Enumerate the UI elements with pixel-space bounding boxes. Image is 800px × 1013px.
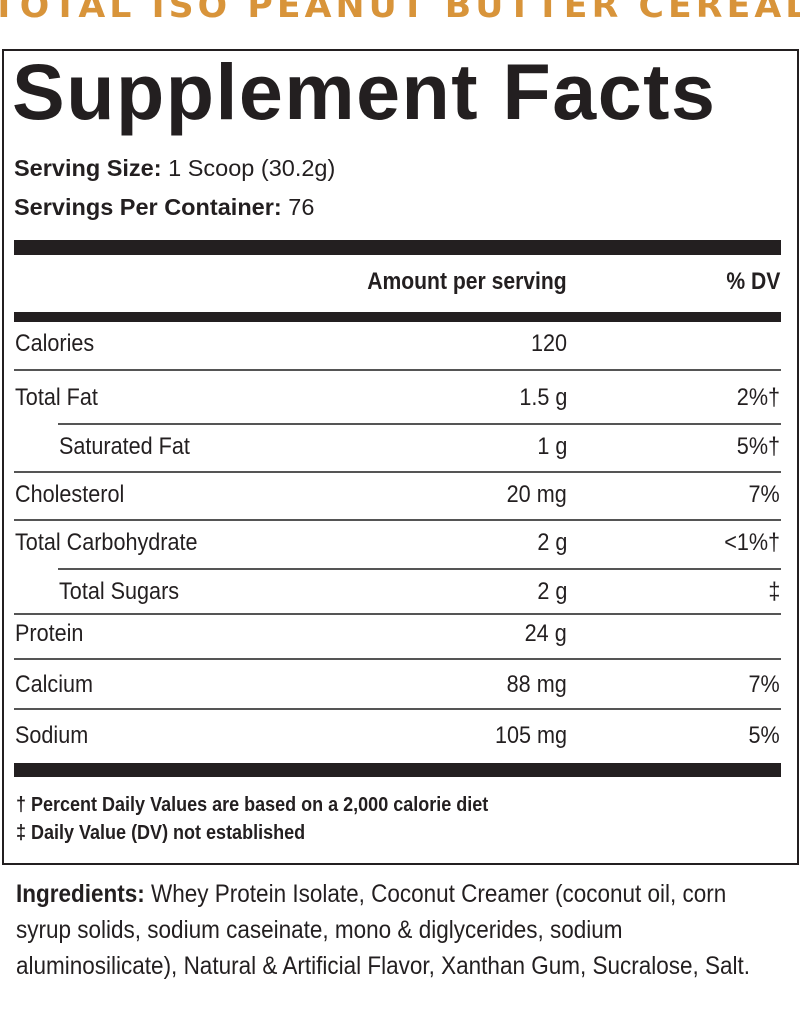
nutrient-label: Calories [15, 330, 95, 357]
nutrient-label: Calcium [15, 671, 94, 698]
nutrient-amount: 88 mg [506, 671, 567, 698]
footnote-dagger: † Percent Daily Values are based on a 2,… [16, 794, 489, 816]
servings-per-container-value: 76 [281, 194, 315, 220]
nutrient-dv: ‡ [767, 578, 780, 605]
nutrient-dv: <1%† [724, 529, 780, 556]
nutrient-dv: 7% [748, 481, 780, 508]
nutrient-amount: 2 g [536, 578, 567, 605]
nutrient-dv: 5% [748, 722, 780, 749]
nutrient-amount: 20 mg [506, 481, 567, 508]
servings-per-container-label: Servings Per Container: [14, 194, 282, 220]
thick-divider-bottom [14, 763, 781, 777]
nutrient-amount: 120 [530, 330, 567, 357]
row-divider [14, 658, 781, 660]
row-divider [14, 708, 781, 710]
nutrient-amount: 24 g [524, 620, 567, 647]
product-title: TOTAL ISO PEANUT BUTTER CEREAL [0, 0, 800, 26]
nutrient-label: Protein [15, 620, 84, 647]
nutrient-amount: 1.5 g [518, 384, 567, 411]
row-divider [14, 471, 781, 473]
nutrient-label: Sodium [15, 722, 89, 749]
nutrient-label-indented: Saturated Fat [59, 433, 190, 460]
nutrient-dv: 5%† [736, 433, 780, 460]
footnote-double-dagger: ‡ Daily Value (DV) not established [16, 822, 306, 844]
serving-size: Serving Size: 1 Scoop (30.2g) [14, 155, 336, 181]
nutrient-label-indented: Total Sugars [59, 578, 180, 605]
column-header-amount: Amount per serving [367, 268, 567, 295]
row-divider-indented [58, 423, 781, 425]
servings-per-container: Servings Per Container: 76 [14, 194, 315, 220]
facts-heading: Supplement Facts [12, 47, 717, 136]
serving-size-value: 1 Scoop (30.2g) [161, 155, 336, 181]
nutrient-dv: 7% [748, 671, 780, 698]
nutrient-dv: 2%† [736, 384, 780, 411]
ingredients-statement: Ingredients: Whey Protein Isolate, Cocon… [16, 876, 763, 984]
nutrient-label: Total Carbohydrate [15, 529, 198, 556]
nutrient-amount: 105 mg [494, 722, 567, 749]
row-divider [14, 613, 781, 615]
row-divider-indented [58, 568, 781, 570]
nutrient-amount: 2 g [536, 529, 567, 556]
nutrient-amount: 1 g [536, 433, 567, 460]
row-divider [14, 519, 781, 521]
ingredients-list: Whey Protein Isolate, Coconut Creamer (c… [16, 880, 751, 980]
ingredients-label: Ingredients: [16, 880, 145, 908]
thick-divider-top [14, 240, 781, 255]
nutrient-label: Cholesterol [15, 481, 125, 508]
thick-divider-header [14, 312, 781, 322]
row-divider [14, 369, 781, 371]
serving-size-label: Serving Size: [14, 155, 162, 181]
column-header-dv: % DV [726, 268, 780, 295]
supplement-facts-panel [2, 49, 799, 865]
nutrient-label: Total Fat [15, 384, 98, 411]
